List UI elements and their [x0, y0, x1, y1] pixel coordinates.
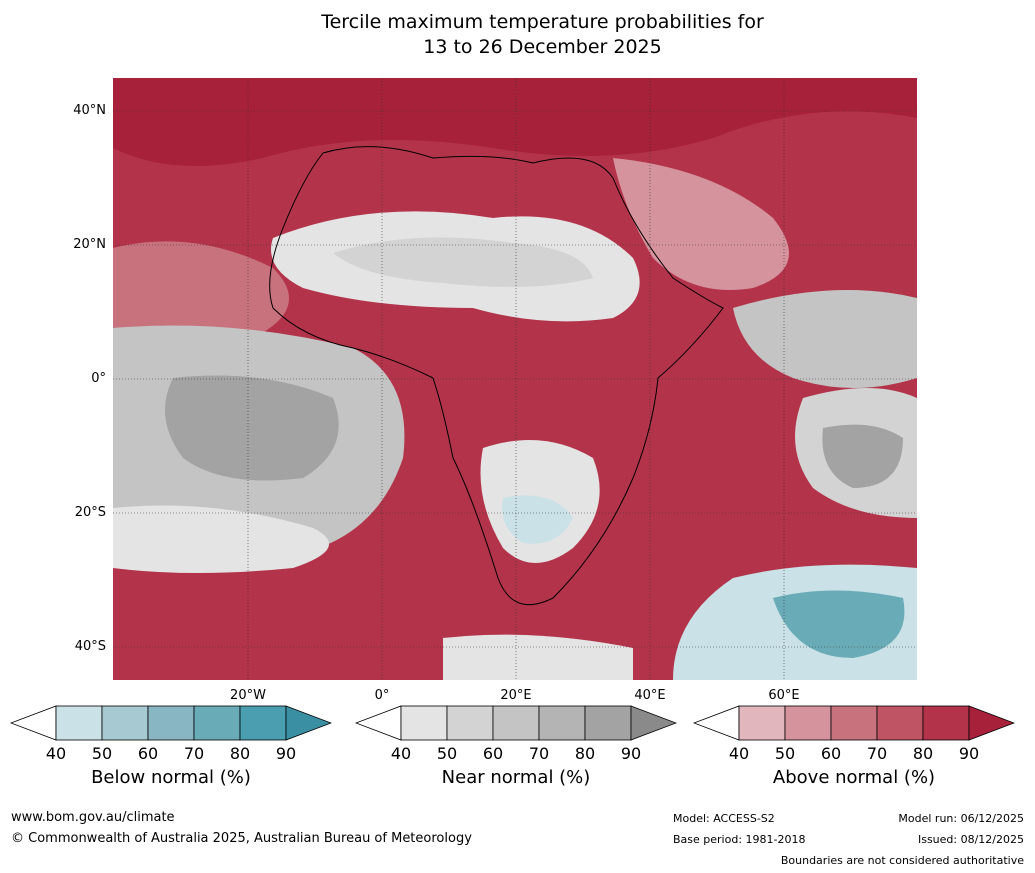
map-gridlines — [113, 78, 917, 680]
colorbar-below — [10, 705, 332, 741]
colorbar-bin — [193, 705, 241, 741]
tick: 60 — [482, 744, 504, 763]
colorbar-near — [355, 705, 677, 741]
colorbar-extend-high — [968, 705, 1015, 741]
lat-label-20n: 20°N — [73, 237, 106, 252]
tick: 50 — [774, 744, 796, 763]
colorbar-bin — [830, 705, 878, 741]
legend-title-near: Near normal (%) — [441, 767, 591, 788]
colorbar-bin — [101, 705, 149, 741]
lon-label-0: 0° — [374, 688, 390, 703]
colorbar-extend-high — [630, 705, 677, 741]
tick: 90 — [275, 744, 297, 763]
model-run-date: Model run: 06/12/2025 — [898, 812, 1024, 825]
tick: 40 — [390, 744, 412, 763]
legend-title-below: Below normal (%) — [91, 767, 251, 788]
tick: 60 — [820, 744, 842, 763]
tick: 90 — [958, 744, 980, 763]
tick: 90 — [620, 744, 642, 763]
tick: 50 — [436, 744, 458, 763]
colorbar-extend-high — [285, 705, 332, 741]
colorbar-bin — [584, 705, 632, 741]
colorbar-bin — [147, 705, 195, 741]
tick: 80 — [574, 744, 596, 763]
boundaries-disclaimer: Boundaries are not considered authoritat… — [780, 854, 1024, 867]
lon-label-20w: 20°W — [230, 688, 266, 703]
shade-atlantic-south-light — [113, 505, 329, 573]
colorbar-bin — [55, 705, 103, 741]
map-svg — [113, 78, 917, 680]
model-name: Model: ACCESS-S2 — [673, 812, 775, 825]
shade-indian-east-core — [822, 424, 903, 488]
title-line-2: 13 to 26 December 2025 — [423, 36, 662, 58]
shade-south-near — [443, 634, 633, 680]
colorbar-bin — [239, 705, 287, 741]
chart-title: Tercile maximum temperature probabilitie… — [0, 10, 1035, 60]
colorbar-bin — [922, 705, 970, 741]
colorbar-bin — [738, 705, 786, 741]
colorbar-extend-low — [355, 705, 402, 741]
colorbar-extend-low — [693, 705, 740, 741]
colorbar-bin — [446, 705, 494, 741]
lon-label-60e: 60°E — [768, 688, 800, 703]
tick: 70 — [866, 744, 888, 763]
issued-date: Issued: 08/12/2025 — [917, 833, 1024, 846]
colorbar-extend-low — [10, 705, 57, 741]
tick: 50 — [91, 744, 113, 763]
shade-sahara-near-2 — [333, 237, 593, 287]
shade-southern-indian-below-core — [773, 590, 905, 658]
lat-label-20s: 20°S — [74, 505, 106, 520]
website-link[interactable]: www.bom.gov.au/climate — [11, 810, 175, 825]
colorbar-bin — [538, 705, 586, 741]
tick: 80 — [912, 744, 934, 763]
base-period: Base period: 1981-2018 — [673, 833, 806, 846]
copyright-text: © Commonwealth of Australia 2025, Austra… — [11, 831, 472, 846]
lat-label-40s: 40°S — [74, 639, 106, 654]
shade-indian-north-near — [733, 290, 917, 388]
shade-atlantic-ne — [113, 241, 289, 346]
shade-south-atlantic-core — [165, 375, 339, 481]
tick: 70 — [183, 744, 205, 763]
lat-label-0: 0° — [91, 371, 106, 386]
lon-label-40e: 40°E — [634, 688, 666, 703]
title-line-1: Tercile maximum temperature probabilitie… — [321, 11, 764, 33]
legend-title-above: Above normal (%) — [772, 767, 936, 788]
probability-map — [113, 78, 917, 680]
colorbar-bin — [400, 705, 448, 741]
colorbar-bin — [876, 705, 924, 741]
colorbar-bin — [784, 705, 832, 741]
tick: 80 — [229, 744, 251, 763]
africa-coastline — [269, 146, 724, 606]
colorbar-above — [693, 705, 1015, 741]
shade-kalahari-below — [502, 495, 573, 544]
lon-label-20e: 20°E — [500, 688, 532, 703]
colorbar-bin — [492, 705, 540, 741]
tick: 60 — [137, 744, 159, 763]
shade-north-strong — [113, 78, 917, 166]
tick: 40 — [728, 744, 750, 763]
lat-label-40n: 40°N — [73, 103, 106, 118]
tick: 70 — [528, 744, 550, 763]
tick: 40 — [45, 744, 67, 763]
